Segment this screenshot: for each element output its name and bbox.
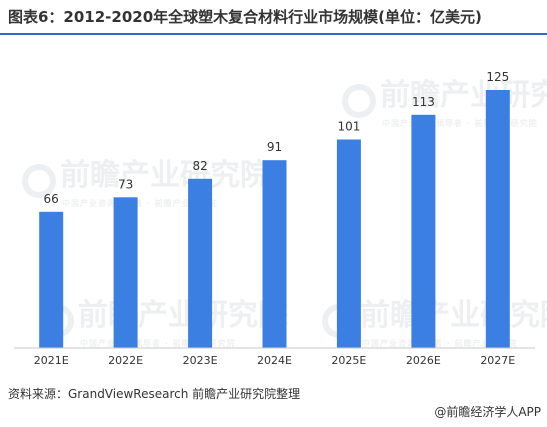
watermark: 前瞻产业研究院 中国产业咨询领导者 · 前瞻产业研究院: [22, 150, 270, 209]
watermark-logo-icon: [342, 83, 376, 118]
bar-2025E: [336, 139, 361, 348]
data-label-2026E: 113: [412, 95, 435, 109]
x-tick-label-2026E: 2026E: [406, 354, 441, 367]
x-tick-label-2021E: 2021E: [34, 354, 69, 367]
title-divider: [0, 33, 547, 35]
bar-2021E: [39, 211, 64, 348]
data-label-2025E: 101: [337, 120, 360, 134]
x-tick-label-2027E: 2027E: [480, 354, 515, 367]
chart-title: 图表6：2012-2020年全球塑木复合材料行业市场规模(单位：亿美元): [8, 8, 482, 26]
watermark-name: 前瞻产业研究院: [78, 298, 288, 333]
data-label-2023E: 82: [192, 159, 207, 173]
x-tick-label-2024E: 2024E: [257, 354, 292, 367]
watermark-subtitle: 中国产业咨询领导者 · 前瞻产业研究院: [80, 338, 236, 348]
x-tick-label-2022E: 2022E: [108, 354, 143, 367]
watermark-name: 前瞻产业研究院: [60, 158, 270, 193]
bar-2027E: [485, 90, 510, 348]
data-label-2021E: 66: [44, 192, 59, 206]
bar-2026E: [411, 114, 436, 348]
data-label-2022E: 73: [118, 177, 133, 191]
data-label-2027E: 125: [486, 70, 509, 84]
bar-2024E: [262, 160, 287, 348]
credit-note: @前瞻经济学人APP: [434, 405, 541, 419]
source-note: 资料来源：GrandViewResearch 前瞻产业研究院整理: [8, 387, 301, 401]
bar-2023E: [188, 178, 213, 348]
watermark-logo-icon: [22, 163, 56, 198]
watermark-name: 前瞻产业研究院: [360, 298, 547, 333]
watermark-subtitle: 中国产业咨询领导者 · 前瞻产业研究院: [362, 338, 518, 348]
x-tick-label-2025E: 2025E: [331, 354, 366, 367]
watermark: 前瞻产业研究院 中国产业咨询领导者 · 前瞻产业研究院: [342, 70, 547, 129]
x-tick-label-2023E: 2023E: [183, 354, 218, 367]
watermark-subtitle: 中国产业咨询领导者 · 前瞻产业研究院: [382, 118, 538, 128]
bar-2022E: [113, 197, 138, 348]
data-label-2024E: 91: [267, 140, 282, 154]
watermark-name: 前瞻产业研究院: [380, 78, 547, 113]
watermark-subtitle: 中国产业咨询领导者 · 前瞻产业研究院: [62, 198, 218, 208]
